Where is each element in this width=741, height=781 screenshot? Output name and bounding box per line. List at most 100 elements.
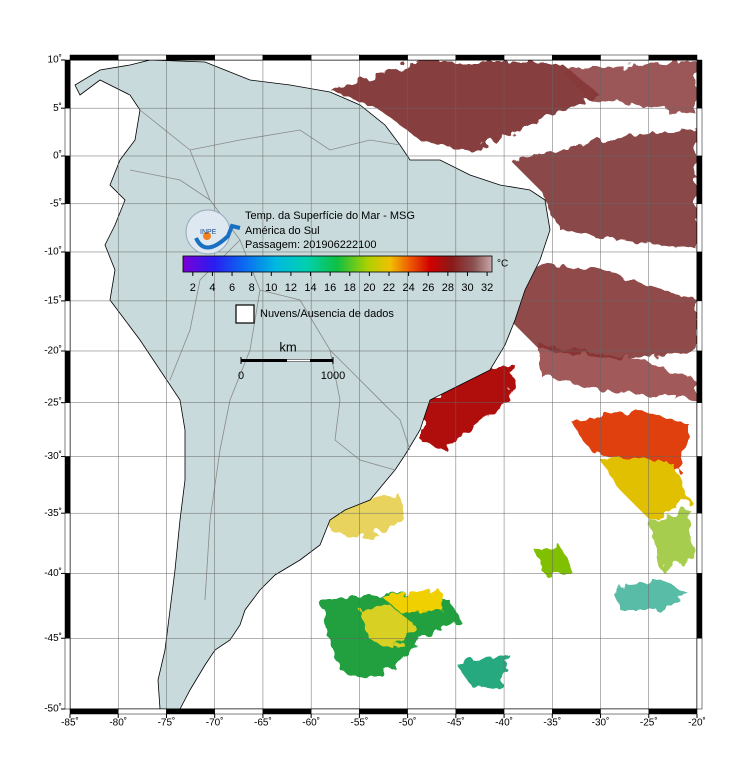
frame-band (696, 402, 703, 457)
frame-band (696, 107, 703, 157)
y-tick-label: -20˚ (44, 345, 62, 357)
y-tick-label: 10˚ (48, 54, 62, 66)
scale-unit: km (279, 339, 296, 354)
frame-band (552, 708, 601, 715)
frame-band (262, 54, 312, 61)
frame-band (455, 54, 505, 61)
frame-band (696, 203, 703, 253)
y-tick-label: -25˚ (44, 396, 62, 408)
colorbar-tick-label: 6 (229, 282, 235, 294)
country-borders (129, 109, 411, 601)
title-line: Passagem: 201906222100 (245, 239, 377, 251)
frame-band (214, 54, 264, 61)
frame-band (359, 54, 408, 61)
frame-band (455, 708, 505, 715)
colorbar-tick-label: 24 (402, 282, 414, 294)
frame-band (117, 708, 167, 715)
y-tick-label: -30˚ (44, 450, 62, 462)
colorbar-tick-label: 28 (442, 282, 454, 294)
frame-band (552, 54, 601, 61)
frame-band (696, 300, 703, 352)
x-tick-label: -75˚ (158, 717, 176, 729)
frame-band (214, 708, 264, 715)
colorbar-tick-label: 30 (461, 282, 473, 294)
colorbar-tick-label: 26 (422, 282, 434, 294)
frame-band (310, 708, 360, 715)
colorbar-tick-label: 18 (344, 282, 356, 294)
colorbar-tick-label: 32 (481, 282, 493, 294)
frame-band (64, 300, 71, 352)
x-tick-label: -85˚ (61, 717, 79, 729)
frame-band (69, 54, 119, 61)
frame-band (64, 456, 71, 514)
x-tick-label: -30˚ (592, 717, 610, 729)
scale-label: 0 (238, 370, 244, 382)
y-tick-label: -45˚ (44, 632, 62, 644)
frame-band (407, 708, 457, 715)
y-tick-label: -5˚ (50, 197, 62, 209)
no-data-swatch (235, 304, 255, 324)
x-tick-label: -20˚ (688, 717, 706, 729)
frame-band (310, 54, 360, 61)
x-tick-label: -60˚ (302, 717, 320, 729)
title-line: América do Sul (245, 225, 320, 237)
frame-band (166, 54, 215, 61)
frame-band (696, 251, 703, 302)
frame-band (600, 54, 650, 61)
frame-band (696, 637, 703, 710)
x-tick-label: -40˚ (495, 717, 513, 729)
y-tick-label: -35˚ (44, 507, 62, 519)
frame-band (503, 708, 553, 715)
y-tick-label: -15˚ (44, 295, 62, 307)
frame-band (696, 573, 703, 639)
y-tick-label: 5˚ (53, 102, 62, 114)
scale-bar-half (287, 359, 310, 362)
frame-band (359, 708, 408, 715)
frame-band (64, 203, 71, 253)
frame-band (696, 155, 703, 205)
colorbar-tick-label: 20 (363, 282, 375, 294)
y-tick-label: -10˚ (44, 246, 62, 258)
frame-band (69, 708, 119, 715)
colorbar-tick-label: 4 (209, 282, 215, 294)
colorbar-tick-label: 14 (304, 282, 316, 294)
frame-band (648, 54, 698, 61)
frame-band (600, 708, 650, 715)
y-tick-label: -40˚ (44, 567, 62, 579)
legend-label: Nuvens/Ausencia de dados (260, 308, 394, 320)
colorbar-tick-label: 2 (190, 282, 196, 294)
x-tick-label: -45˚ (447, 717, 465, 729)
logo: INPE (185, 209, 241, 255)
x-tick-label: -55˚ (350, 717, 368, 729)
frame-band (407, 54, 457, 61)
colorbar-tick-label: 10 (265, 282, 277, 294)
frame-band (64, 251, 71, 302)
colorbar-tick-label: 8 (249, 282, 255, 294)
frame-band (696, 59, 703, 109)
frame-band (64, 59, 71, 109)
frame-band (64, 573, 71, 639)
frame-band (117, 54, 167, 61)
map-area (74, 60, 697, 709)
frame-band (64, 155, 71, 205)
colorbar-tick-label: 16 (324, 282, 336, 294)
frame-band (696, 456, 703, 514)
frame-band (696, 350, 703, 403)
frame-band (64, 107, 71, 157)
colorbar-tick-label: 12 (285, 282, 297, 294)
colorbar-unit: °C (497, 259, 508, 270)
frame-band (696, 512, 703, 574)
scale-label: 1000 (321, 370, 345, 382)
frame-band (262, 708, 312, 715)
frame-band (64, 512, 71, 574)
logo-text: INPE (200, 229, 217, 236)
frame-band (64, 637, 71, 710)
x-tick-label: -65˚ (254, 717, 272, 729)
colorbar (182, 255, 493, 273)
frame-band (166, 708, 215, 715)
x-tick-label: -70˚ (206, 717, 224, 729)
y-tick-label: 0˚ (53, 150, 62, 162)
y-tick-label: -50˚ (44, 703, 62, 715)
x-tick-label: -50˚ (399, 717, 417, 729)
